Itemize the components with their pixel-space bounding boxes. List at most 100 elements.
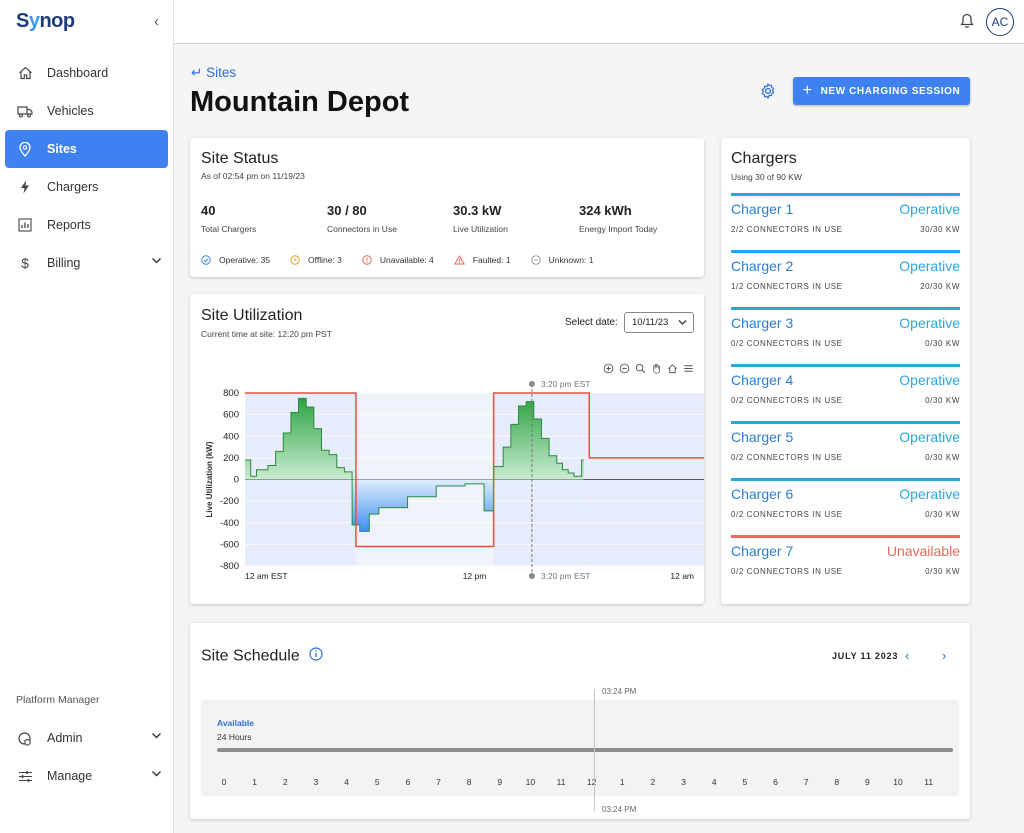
hour-label: 10: [525, 777, 536, 787]
hour-label: 4: [344, 777, 349, 787]
charger-status-bar: [731, 307, 960, 310]
sidebar-item-vehicles[interactable]: Vehicles: [5, 92, 168, 130]
charger-name[interactable]: Charger 3: [731, 315, 794, 331]
hour-label: 5: [742, 777, 748, 787]
x-tick-label: 12 pm: [463, 571, 487, 581]
magnify-icon[interactable]: [634, 362, 646, 374]
y-tick-label: 200: [223, 453, 239, 464]
availability-label: Available: [217, 718, 255, 728]
new-charging-session-button[interactable]: + NEW CHARGING SESSION: [793, 77, 970, 105]
truck-icon: [17, 105, 33, 118]
charger-name[interactable]: Charger 7: [731, 543, 794, 559]
hour-label: 3: [681, 777, 686, 787]
charger-state: Operative: [899, 258, 960, 274]
charger-item[interactable]: Charger 3 Operative 0/2 CONNECTORS IN USE 0…: [731, 307, 960, 359]
zoom-in-icon[interactable]: [602, 362, 614, 374]
charger-name[interactable]: Charger 5: [731, 429, 794, 445]
sidebar-item-label: Reports: [47, 218, 91, 232]
status-legend-item: Operative: 35: [201, 255, 270, 265]
hour-label: 2: [282, 777, 288, 787]
time-marker-label: 3:20 pm EST: [541, 379, 591, 389]
synop-logo[interactable]: Synop: [16, 10, 75, 33]
chargers-title: Chargers: [731, 150, 797, 167]
stat-label: Connectors in Use: [327, 224, 397, 234]
hour-label: 8: [834, 777, 840, 787]
sidebar-item-label: Billing: [47, 256, 81, 270]
charger-connectors: 0/2 CONNECTORS IN USE: [731, 567, 843, 576]
y-tick-label: 400: [223, 431, 239, 442]
charger-name[interactable]: Charger 1: [731, 201, 794, 217]
alert-circle-icon: [362, 255, 376, 265]
charger-item[interactable]: Charger 1 Operative 2/2 CONNECTORS IN USE 3…: [731, 193, 960, 245]
charger-state: Operative: [899, 372, 960, 388]
charger-kw: 0/30 KW: [925, 339, 960, 348]
charger-item[interactable]: Charger 6 Operative 0/2 CONNECTORS IN USE 0…: [731, 478, 960, 530]
sidebar-item-chargers[interactable]: Chargers: [5, 168, 168, 206]
charger-status-bar: [731, 535, 960, 538]
sidebar-item-manage[interactable]: Manage: [5, 757, 168, 795]
platform-nav: Admin Manage: [5, 719, 168, 795]
availability-hours: 24 Hours: [217, 732, 252, 742]
menu-icon[interactable]: [682, 362, 694, 374]
charger-kw: 30/30 KW: [920, 225, 960, 234]
status-legend-label: Unknown: 1: [548, 255, 594, 265]
availability-bar[interactable]: [217, 748, 953, 752]
breadcrumb-sites: Sites: [206, 65, 237, 80]
user-avatar[interactable]: AC: [986, 8, 1014, 36]
chevron-right-icon[interactable]: ›: [942, 648, 947, 663]
charger-status-bar: [731, 421, 960, 424]
now-marker-line: [594, 689, 595, 811]
charger-name[interactable]: Charger 2: [731, 258, 794, 274]
home-icon: [17, 66, 33, 80]
gear-icon[interactable]: [759, 82, 777, 105]
sidebar-item-reports[interactable]: Reports: [5, 206, 168, 244]
sidebar-item-dashboard[interactable]: Dashboard: [5, 54, 168, 92]
status-legend-item: Unknown: 1: [530, 255, 594, 265]
charger-item[interactable]: Charger 7 Unavailable 0/2 CONNECTORS IN US…: [731, 535, 960, 587]
charger-item[interactable]: Charger 2 Operative 1/2 CONNECTORS IN USE 2…: [731, 250, 960, 302]
status-legend-label: Faulted: 1: [472, 255, 511, 265]
status-legend-item: Unavailable: 4: [362, 255, 434, 265]
info-icon[interactable]: [309, 647, 323, 666]
stat-0: 40 Total Chargers: [201, 203, 256, 234]
utilization-series-line: [245, 397, 584, 532]
breadcrumb[interactable]: ↵ Sites: [191, 65, 236, 81]
charger-item[interactable]: Charger 4 Operative 0/2 CONNECTORS IN USE 0…: [731, 364, 960, 416]
stat-3: 324 kWh Energy Import Today: [579, 203, 657, 234]
charger-kw: 20/30 KW: [920, 282, 960, 291]
select-date-label: Select date:: [565, 317, 618, 328]
sidebar-item-admin[interactable]: Admin: [5, 719, 168, 757]
zoom-out-icon[interactable]: [618, 362, 630, 374]
charger-name[interactable]: Charger 4: [731, 372, 794, 388]
pan-hand-icon[interactable]: [650, 362, 662, 374]
chevron-left-icon[interactable]: ‹: [905, 648, 910, 663]
schedule-date: JULY 11 2023: [832, 651, 899, 661]
charger-kw: 0/30 KW: [925, 510, 960, 519]
x-tick-label: 3:20 pm EST: [541, 571, 591, 581]
chart-toolbar: [602, 362, 694, 374]
sidebar-item-billing[interactable]: $ Billing: [5, 244, 168, 282]
collapse-sidebar-icon[interactable]: ‹: [154, 13, 159, 30]
site-schedule-title-text: Site Schedule: [201, 647, 300, 665]
bell-icon[interactable]: [960, 13, 974, 34]
utilization-negative-area: [245, 479, 584, 532]
sidebar-item-label: Manage: [47, 769, 93, 783]
charger-connectors: 0/2 CONNECTORS IN USE: [731, 396, 843, 405]
location-pin-icon: [17, 141, 33, 157]
charger-item[interactable]: Charger 5 Operative 0/2 CONNECTORS IN USE 0…: [731, 421, 960, 473]
reset-home-icon[interactable]: [666, 362, 678, 374]
back-arrow-icon: ↵: [191, 65, 203, 80]
plus-icon: +: [802, 82, 813, 99]
hour-label: 4: [711, 777, 717, 787]
y-tick-label: -600: [220, 539, 239, 550]
sidebar-item-sites[interactable]: Sites: [5, 130, 168, 168]
y-tick-label: 800: [223, 388, 239, 399]
new-charging-session-label: NEW CHARGING SESSION: [820, 85, 961, 97]
charger-connectors: 2/2 CONNECTORS IN USE: [731, 225, 843, 234]
time-marker-dot-bottom: [528, 573, 535, 579]
status-legend-label: Offline: 3: [308, 255, 342, 265]
status-legend-item: Offline: 3: [290, 255, 342, 265]
charger-kw: 0/30 KW: [925, 396, 960, 405]
date-select[interactable]: 10/11/23: [624, 312, 694, 333]
charger-name[interactable]: Charger 6: [731, 486, 794, 502]
